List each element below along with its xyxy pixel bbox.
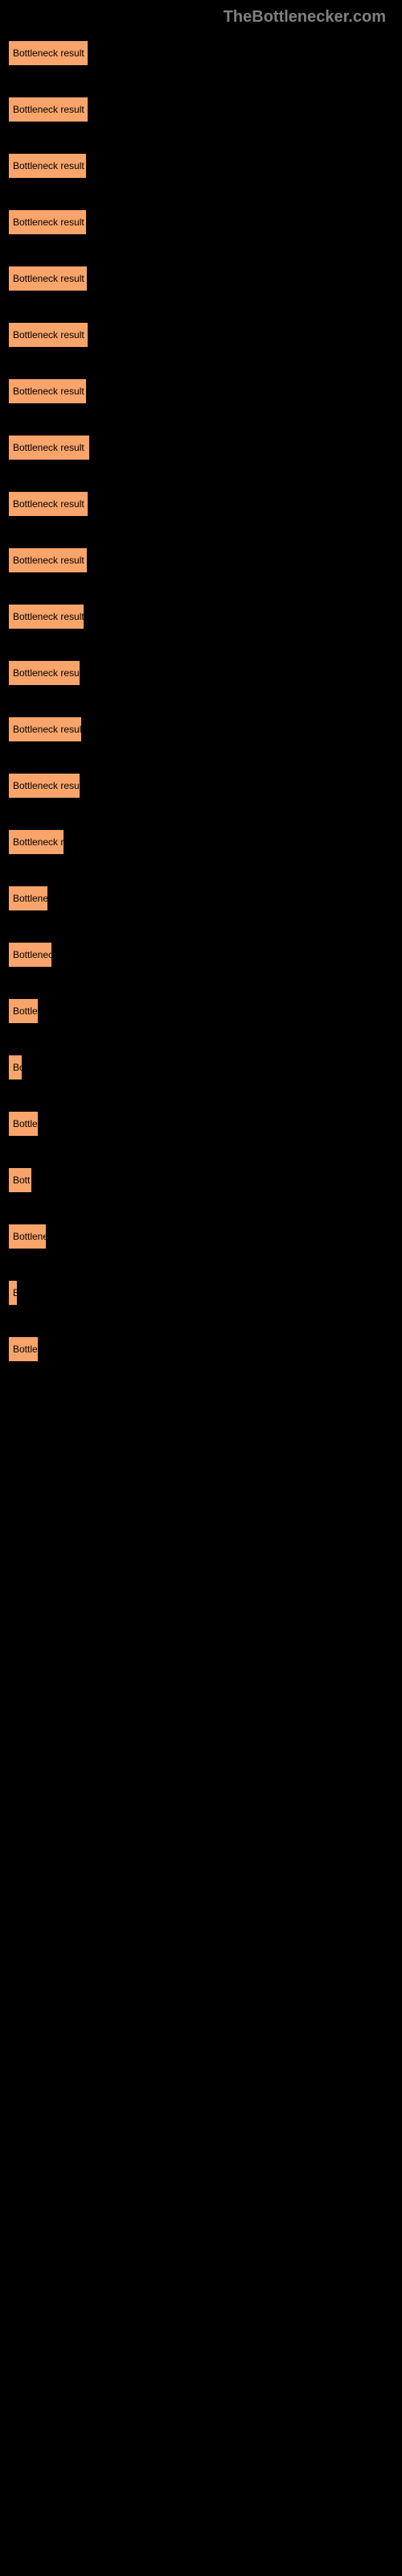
bar-row: Bottleneck result: [8, 660, 394, 686]
bar-row: Bottleneck result: [8, 209, 394, 235]
bar: Bottleneck result: [8, 40, 88, 66]
bar-row: Bottleneck result: [8, 266, 394, 291]
bar-row: Bottleneck result: [8, 604, 394, 630]
bar-chart: Bottleneck result Bottleneck result Bottle…: [8, 40, 394, 1393]
bar: Bottle: [8, 1111, 39, 1137]
bar-row: Bottle: [8, 998, 394, 1024]
bar: Bott: [8, 1167, 32, 1193]
bar: Bo: [8, 1055, 23, 1080]
bar: Bottlene: [8, 1224, 47, 1249]
bar: Bottleneck result: [8, 153, 87, 179]
bar: Bottleneck result: [8, 209, 87, 235]
bar-row: Bottlene: [8, 1224, 394, 1249]
bar: Bottleneck result: [8, 266, 88, 291]
bar: Bottle: [8, 1336, 39, 1362]
bar: Bottleneck result: [8, 378, 87, 404]
bar-row: Bottleneck result: [8, 547, 394, 573]
bar-row: Bottleneck: [8, 942, 394, 968]
bar-row: Bottleneck result: [8, 378, 394, 404]
bar-row: Bottleneck result: [8, 716, 394, 742]
bar-row: Bo: [8, 1055, 394, 1080]
bar-row: Bottleneck result: [8, 322, 394, 348]
bar: Bottleneck result: [8, 491, 88, 517]
bar-row: Bottle: [8, 1336, 394, 1362]
site-header: TheBottlenecker.com: [224, 8, 386, 27]
bar-row: Bottleneck result: [8, 435, 394, 460]
bar: Bottleneck result: [8, 773, 80, 799]
bar-row: Bottleneck result: [8, 491, 394, 517]
bar: Bottleneck result: [8, 322, 88, 348]
bar-row: Bottleneck result: [8, 773, 394, 799]
bar-row: Bott: [8, 1167, 394, 1193]
bar-row: Bottleneck r: [8, 829, 394, 855]
bar: Bottleneck result: [8, 604, 84, 630]
bar: B: [8, 1280, 18, 1306]
bar: Bottleneck result: [8, 97, 88, 122]
bar: Bottleneck: [8, 942, 52, 968]
bar-row: Bottlene: [8, 886, 394, 911]
bar: Bottleneck result: [8, 547, 88, 573]
bar: Bottle: [8, 998, 39, 1024]
bar: Bottlene: [8, 886, 48, 911]
bar-row: Bottleneck result: [8, 40, 394, 66]
bar: Bottleneck result: [8, 716, 82, 742]
bar-row: Bottleneck result: [8, 153, 394, 179]
bar: Bottleneck result: [8, 660, 80, 686]
bar-row: Bottleneck result: [8, 97, 394, 122]
bar-row: B: [8, 1280, 394, 1306]
bar: Bottleneck result: [8, 435, 90, 460]
bar-row: Bottle: [8, 1111, 394, 1137]
bar: Bottleneck r: [8, 829, 64, 855]
